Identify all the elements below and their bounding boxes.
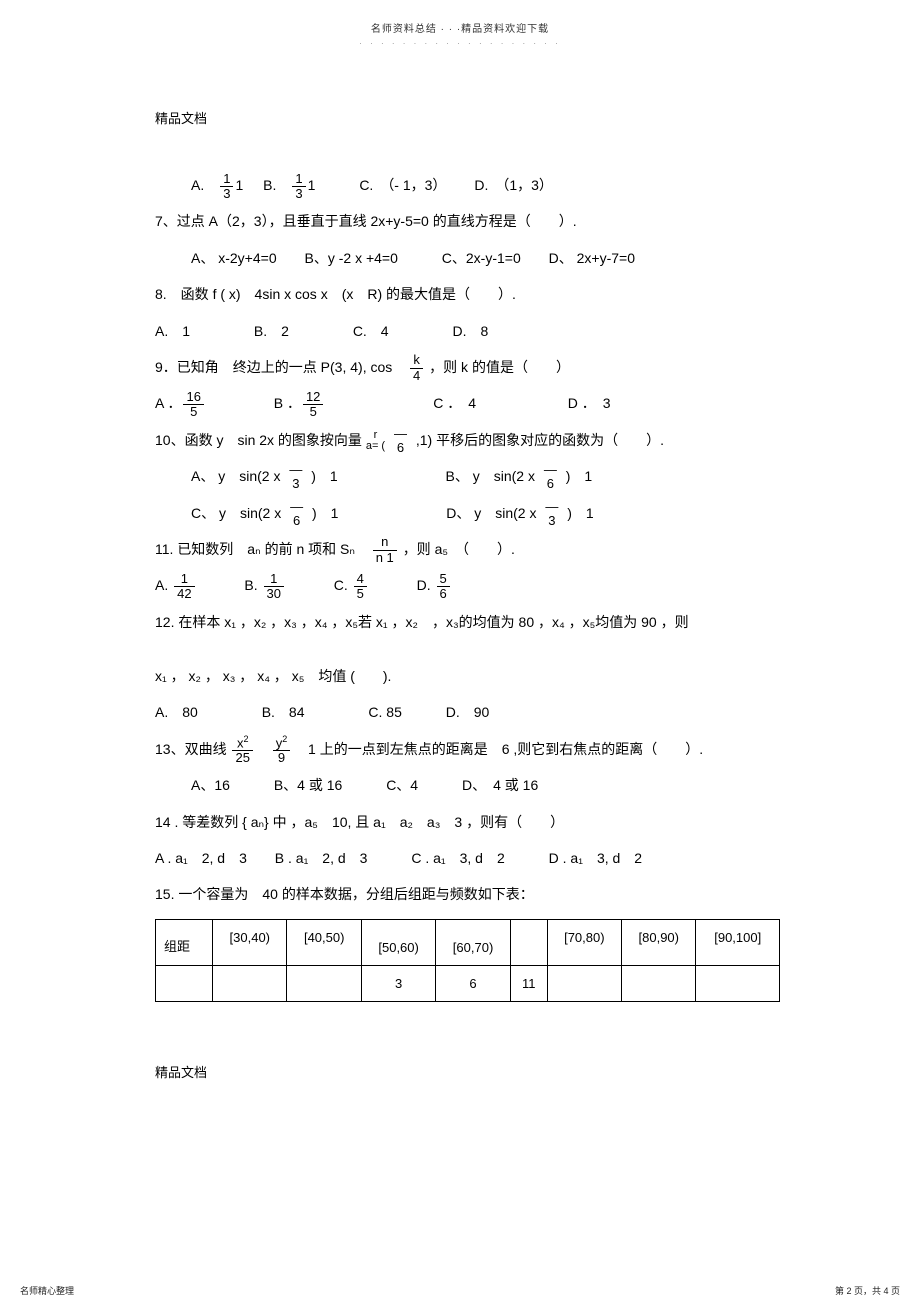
footer-left: 名师精心整理 bbox=[20, 1284, 74, 1297]
q9-stem: 9．已知角 终边上的一点 P(3, 4), cos k4 ，则 k 的值是（ ） bbox=[155, 349, 780, 385]
page-footer: 名师精心整理 第 2 页，共 4 页 bbox=[20, 1284, 900, 1297]
q8-options: A. 1 B. 2 C. 4 D. 8 bbox=[155, 313, 780, 349]
q6-options: A. 131 B. 131 C. （- 1，3） D. （1，3） bbox=[155, 167, 780, 203]
q10-opts-cd: C、 y sin(2 x —6 ) 1 D、 y sin(2 x —3 ) 1 bbox=[155, 495, 780, 531]
document-body: 精品文档 A. 131 B. 131 C. （- 1，3） D. （1，3） 7… bbox=[0, 108, 920, 1081]
table-row: 组距 [30,40) [40,50) [50,60) [60,70) [70,8… bbox=[156, 919, 780, 965]
q9-options: A ．165 B ．125 C ． 4 D ． 3 bbox=[155, 385, 780, 421]
page-top-header: 名师资料总结 · · ·精品资料欢迎下载 bbox=[0, 20, 920, 35]
q10-stem: 10、函数 y sin 2x 的图象按向量 r a= ( —6 ,1) 平移后的… bbox=[155, 422, 780, 458]
q14-options: A . a₁ 2, d 3 B . a₁ 2, d 3 C . a₁ 3, d … bbox=[155, 840, 780, 876]
q13-options: A、16 B、4 或 16 C、4 D、 4 或 16 bbox=[155, 767, 780, 803]
table-row: 3 6 11 bbox=[156, 965, 780, 1001]
doc-label-top: 精品文档 bbox=[155, 108, 780, 127]
q12-options: A. 80 B. 84 C. 85 D. 90 bbox=[155, 694, 780, 730]
page-top-dots: · · · · · · · · · · · · · · · · · · · bbox=[0, 39, 920, 48]
q15-table: 组距 [30,40) [40,50) [50,60) [60,70) [70,8… bbox=[155, 919, 780, 1002]
q7-options: A、 x-2y+4=0 B、y -2 x +4=0 C、2x-y-1=0 D、 … bbox=[155, 240, 780, 276]
q8-stem: 8. 函数 f ( x) 4sin x cos x (x R) 的最大值是（ ）… bbox=[155, 276, 780, 312]
q10-opts-ab: A、 y sin(2 x —3 ) 1 B、 y sin(2 x —6 ) 1 bbox=[155, 458, 780, 494]
q11-stem: 11. 已知数列 aₙ 的前 n 项和 Sₙ nn 1 ，则 a₅ （ ）. bbox=[155, 531, 780, 567]
q13-stem: 13、双曲线 x225 y29 1 上的一点到左焦点的距离是 6 ,则它到右焦点… bbox=[155, 731, 780, 767]
q12-line1: 12. 在样本 x₁ ，x₂ ，x₃ ，x₄ ，x₅若 x₁ ，x₂ ，x₃的均… bbox=[155, 604, 780, 640]
q7-stem: 7、过点 A（2，3），且垂直于直线 2x+y-5=0 的直线方程是（ ）. bbox=[155, 203, 780, 239]
doc-label-bottom: 精品文档 bbox=[155, 1062, 780, 1081]
q11-options: A. 142 B. 130 C. 45 D. 56 bbox=[155, 567, 780, 603]
footer-right: 第 2 页，共 4 页 bbox=[835, 1284, 900, 1297]
q14-stem: 14 . 等差数列 { aₙ} 中 ，a₅ 10, 且 a₁ a₂ a₃ 3 ，… bbox=[155, 804, 780, 840]
q15-stem: 15. 一个容量为 40 的样本数据，分组后组距与频数如下表： bbox=[155, 876, 780, 912]
q12-line2: x₁ ， x₂ ， x₃ ， x₄ ， x₅ 均值 ( ). bbox=[155, 658, 780, 694]
